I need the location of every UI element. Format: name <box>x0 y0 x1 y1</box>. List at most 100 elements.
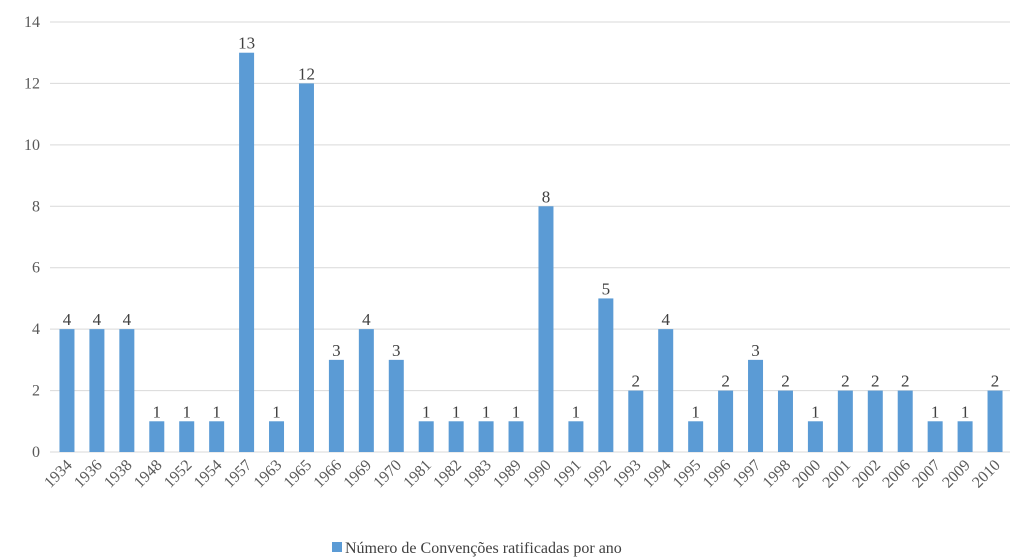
x-tick-label-1934: 1934 <box>41 457 76 492</box>
data-label-1965: 12 <box>298 64 315 83</box>
bar-2001 <box>837 390 853 452</box>
x-tick-label-1989: 1989 <box>490 457 525 492</box>
x-tick-label-1938: 1938 <box>101 457 136 492</box>
data-label-1997: 3 <box>751 341 760 360</box>
x-tick-label-1969: 1969 <box>341 457 376 492</box>
data-label-1954: 1 <box>212 402 221 421</box>
data-label-1981: 1 <box>422 402 431 421</box>
data-label-1991: 1 <box>572 402 581 421</box>
bar-1995 <box>688 421 704 452</box>
data-label-1998: 2 <box>781 372 790 391</box>
bar-1991 <box>568 421 584 452</box>
x-tick-label-1965: 1965 <box>281 457 316 492</box>
data-label-2010: 2 <box>991 372 1000 391</box>
data-label-1996: 2 <box>721 372 730 391</box>
x-tick-label-2007: 2007 <box>909 457 944 492</box>
data-label-1969: 4 <box>362 310 371 329</box>
data-label-1982: 1 <box>452 402 461 421</box>
x-tick-label-1954: 1954 <box>191 457 226 492</box>
bars <box>59 52 1003 452</box>
bar-1952 <box>179 421 195 452</box>
data-label-1995: 1 <box>691 402 700 421</box>
x-tick-label-2000: 2000 <box>790 457 825 492</box>
bar-1957 <box>239 52 255 452</box>
y-tick-label: 6 <box>32 260 40 277</box>
data-label-1990: 8 <box>542 187 551 206</box>
x-tick-label-1997: 1997 <box>730 457 765 492</box>
x-tick-label-2001: 2001 <box>820 457 855 492</box>
bar-1983 <box>478 421 494 452</box>
y-tick-label: 2 <box>32 383 40 400</box>
data-label-1963: 1 <box>272 402 281 421</box>
x-tick-label-1991: 1991 <box>550 457 585 492</box>
bar-1990 <box>538 206 554 452</box>
gridlines <box>50 21 1010 453</box>
y-axis-ticks: 0 2 4 6 8 10 12 14 <box>24 14 40 461</box>
data-label-1994: 4 <box>661 310 670 329</box>
bar-1963 <box>269 421 285 452</box>
bar-1965 <box>298 83 314 452</box>
legend: Número de Convenções ratificadas por ano <box>332 540 622 557</box>
legend-label: Número de Convenções ratificadas por ano <box>345 540 622 557</box>
bar-1992 <box>598 298 614 452</box>
bar-1997 <box>748 359 764 452</box>
data-label-1936: 4 <box>93 310 102 329</box>
bar-1954 <box>209 421 225 452</box>
y-tick-label: 0 <box>32 444 40 461</box>
data-label-1989: 1 <box>512 402 521 421</box>
bar-1966 <box>328 359 344 452</box>
data-label-2002: 2 <box>871 372 880 391</box>
y-tick-label: 14 <box>24 14 40 31</box>
bar-2002 <box>867 390 883 452</box>
x-tick-label-1963: 1963 <box>251 457 286 492</box>
x-tick-label-1936: 1936 <box>71 457 106 492</box>
x-tick-label-1995: 1995 <box>670 457 705 492</box>
x-tick-label-1983: 1983 <box>460 457 495 492</box>
x-tick-label-1993: 1993 <box>610 457 645 492</box>
bar-1989 <box>508 421 524 452</box>
data-label-1966: 3 <box>332 341 341 360</box>
y-tick-label: 12 <box>24 75 40 92</box>
y-tick-label: 10 <box>24 137 40 154</box>
bar-1934 <box>59 329 75 452</box>
x-tick-label-2010: 2010 <box>969 457 1004 492</box>
data-label-2006: 2 <box>901 372 910 391</box>
bar-2010 <box>987 390 1003 452</box>
x-tick-label-2009: 2009 <box>939 457 974 492</box>
bar-1981 <box>418 421 434 452</box>
x-tick-label-1957: 1957 <box>221 457 256 492</box>
x-axis-ticks: 1934193619381948195219541957196319651966… <box>41 457 1004 492</box>
x-tick-label-1996: 1996 <box>700 457 735 492</box>
data-label-1993: 2 <box>632 372 641 391</box>
y-tick-label: 8 <box>32 198 40 215</box>
data-label-1938: 4 <box>123 310 132 329</box>
bar-2000 <box>807 421 823 452</box>
data-label-2009: 1 <box>961 402 970 421</box>
x-tick-label-1998: 1998 <box>760 457 795 492</box>
data-label-1952: 1 <box>182 402 191 421</box>
bar-1993 <box>628 390 644 452</box>
bar-1994 <box>658 329 674 452</box>
x-tick-label-2002: 2002 <box>849 457 884 492</box>
x-tick-label-1970: 1970 <box>370 457 405 492</box>
data-label-2007: 1 <box>931 402 940 421</box>
bar-1936 <box>89 329 105 452</box>
bar-1996 <box>718 390 734 452</box>
bar-2006 <box>897 390 913 452</box>
bar-1998 <box>777 390 793 452</box>
bar-1938 <box>119 329 135 452</box>
legend-swatch <box>332 542 342 552</box>
data-label-1934: 4 <box>63 310 72 329</box>
x-tick-label-1990: 1990 <box>520 457 555 492</box>
bar-1969 <box>358 329 374 452</box>
data-label-1983: 1 <box>482 402 491 421</box>
x-tick-label-2006: 2006 <box>879 457 914 492</box>
data-label-1948: 1 <box>153 402 162 421</box>
data-label-2001: 2 <box>841 372 850 391</box>
x-tick-label-1966: 1966 <box>311 457 346 492</box>
x-tick-label-1994: 1994 <box>640 457 675 492</box>
bar-1970 <box>388 359 404 452</box>
bar-2007 <box>927 421 943 452</box>
